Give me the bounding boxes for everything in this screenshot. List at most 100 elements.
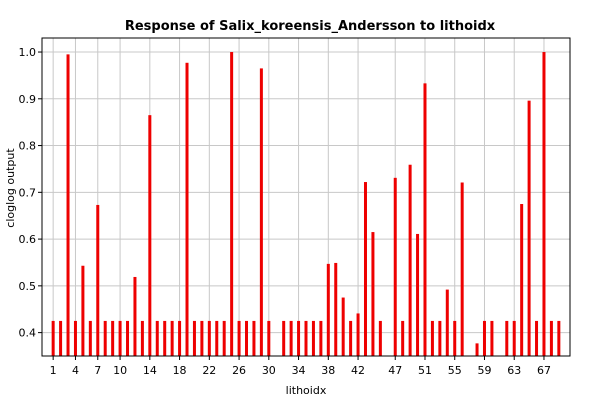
bar (222, 320, 226, 356)
x-tick-label: 63 (507, 364, 521, 377)
x-tick-label: 30 (262, 364, 276, 377)
x-tick-label: 42 (351, 364, 365, 377)
bar (311, 320, 315, 356)
bar (103, 320, 107, 356)
bar (319, 320, 323, 356)
bars (51, 52, 561, 357)
bar (148, 115, 152, 356)
x-tick-label: 67 (537, 364, 551, 377)
bar (401, 320, 405, 356)
bar (430, 320, 434, 356)
bar (267, 320, 271, 356)
bar (230, 52, 234, 356)
bar (438, 320, 442, 356)
bar (535, 320, 539, 356)
bar (475, 343, 479, 356)
bar (185, 62, 189, 357)
x-tick-label: 22 (202, 364, 216, 377)
bar (549, 320, 553, 356)
x-tick-label: 4 (72, 364, 79, 377)
bar (460, 182, 464, 356)
bar (155, 320, 159, 356)
x-axis-ticks: 1 4 7 10 14 18 22 26 30 34 38 42 47 51 55 59 63 67 (50, 356, 551, 377)
x-tick-label: 10 (113, 364, 127, 377)
bar (423, 83, 427, 357)
bar (192, 320, 196, 356)
bar (356, 313, 360, 356)
bar (542, 52, 546, 356)
bar (378, 320, 382, 356)
y-tick-label: 1.0 (19, 46, 37, 59)
bar (527, 100, 531, 356)
y-tick-label: 0.5 (19, 280, 37, 293)
bar (252, 320, 256, 356)
bar (453, 320, 457, 356)
x-tick-label: 38 (321, 364, 335, 377)
bar (207, 320, 211, 356)
plot-frame (41, 37, 571, 357)
bar (341, 297, 345, 356)
bar (163, 320, 167, 356)
bar (59, 320, 63, 356)
y-tick-label: 0.8 (19, 140, 37, 153)
bar (304, 320, 308, 356)
y-tick-label: 0.6 (19, 233, 37, 246)
bar (170, 320, 174, 356)
x-tick-label: 51 (418, 364, 432, 377)
bar (505, 320, 509, 356)
bar (334, 262, 338, 356)
x-tick-label: 34 (292, 364, 306, 377)
bar (289, 320, 293, 356)
bar (482, 320, 486, 356)
bar (393, 177, 397, 356)
bar (88, 320, 92, 356)
bar (178, 320, 182, 356)
bar (133, 276, 137, 356)
bar (282, 320, 286, 356)
bar (490, 320, 494, 356)
y-tick-label: 0.4 (19, 327, 37, 340)
bar (215, 320, 219, 356)
x-tick-label: 26 (232, 364, 246, 377)
x-axis-label: lithoidx (286, 384, 327, 397)
bar (118, 320, 122, 356)
bar (237, 320, 241, 356)
x-tick-label: 55 (448, 364, 462, 377)
chart-title: Response of Salix_koreensis_Andersson to… (125, 19, 496, 34)
y-tick-label: 0.9 (19, 93, 37, 106)
bar (371, 232, 375, 356)
bar (349, 320, 353, 356)
bar (557, 320, 561, 356)
bar (126, 320, 130, 356)
bar (73, 320, 77, 356)
bar (416, 233, 420, 356)
x-tick-label: 7 (94, 364, 101, 377)
y-tick-label: 0.7 (19, 186, 37, 199)
bar (111, 320, 115, 356)
y-axis-label: cloglog output (4, 148, 17, 228)
x-tick-label: 1 (50, 364, 57, 377)
x-tick-label: 59 (477, 364, 491, 377)
x-tick-label: 14 (143, 364, 157, 377)
bar (445, 289, 449, 356)
bar (51, 320, 55, 356)
bar (96, 204, 100, 356)
bar (297, 320, 301, 356)
bar (512, 320, 516, 356)
y-axis-ticks: 0.4 0.5 0.6 0.7 0.8 0.9 1.0 (19, 46, 42, 340)
bar (200, 320, 204, 356)
bar (259, 68, 263, 356)
bar (81, 265, 85, 356)
bar (520, 204, 524, 356)
x-tick-label: 18 (173, 364, 187, 377)
bar (66, 54, 70, 356)
bar (363, 182, 367, 356)
bar (245, 320, 249, 356)
bar (140, 320, 144, 356)
x-tick-label: 47 (388, 364, 402, 377)
bar (408, 164, 412, 356)
bar (326, 263, 330, 356)
grid (42, 38, 570, 356)
